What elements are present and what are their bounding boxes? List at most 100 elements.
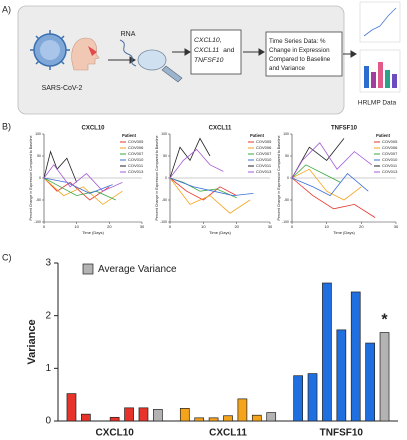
x-axis-label: Time (Days) <box>333 230 355 235</box>
bar <box>81 413 91 422</box>
legend-label: COV006 <box>256 145 272 150</box>
bar <box>365 342 375 422</box>
series-line <box>169 177 254 197</box>
legend-title: Patient <box>250 133 265 138</box>
y-tick-label: -50 <box>36 198 41 202</box>
bar <box>322 282 332 422</box>
x-tick-label: 10 <box>324 224 329 229</box>
y-tick-label: 0 <box>39 176 41 180</box>
series-line <box>291 164 341 183</box>
series-line <box>291 177 376 218</box>
y-tick-label: 0 <box>45 416 51 427</box>
average-bar <box>153 409 163 422</box>
bar <box>251 414 262 422</box>
rna-tube-icon <box>119 39 183 83</box>
y-tick-label: 3 <box>45 258 51 269</box>
series-line <box>169 177 251 214</box>
bar <box>336 329 347 422</box>
y-axis-label: Percent Change in Expression Compared to… <box>277 135 281 220</box>
time-series-box-text: Time Series Data: % Change in Expression… <box>269 38 332 72</box>
legend-label: Average Variance <box>98 264 177 275</box>
bar <box>208 417 219 422</box>
legend-label: COV010 <box>256 157 272 162</box>
time-series-box <box>265 31 343 77</box>
chart-title: TNFSF10 <box>331 126 358 132</box>
x-tick-label: 20 <box>107 224 112 229</box>
box-line: Time Series Data: % <box>269 38 326 45</box>
y-tick-label: 50 <box>37 154 41 158</box>
x-tick-label: 30 <box>394 224 399 229</box>
gene-box <box>190 29 242 75</box>
y-tick-label: -100 <box>160 220 167 224</box>
bar <box>223 415 233 422</box>
series-line <box>169 148 224 179</box>
bar <box>179 408 190 422</box>
legend-label: COV013 <box>128 169 144 174</box>
legend-label: COV005 <box>382 139 398 144</box>
bar <box>138 407 149 422</box>
x-tick-label: 20 <box>234 224 239 229</box>
box-line: Compared to Baseline <box>269 56 331 63</box>
patient-icon <box>71 37 100 71</box>
y-axis-label: Percent Change in Expression Compared to… <box>155 135 159 220</box>
y-tick-label: -50 <box>284 198 289 202</box>
legend-label: COV005 <box>128 139 144 144</box>
virus-icon <box>30 30 70 70</box>
gene-name: CXCL11 <box>194 47 219 54</box>
series-line <box>43 177 110 201</box>
gene-name: CXCL10, <box>194 37 222 44</box>
y-tick-label: 50 <box>163 154 167 158</box>
panel-label: C) <box>2 252 12 262</box>
legend-label: COV010 <box>382 157 398 162</box>
legend-label: COV011 <box>256 163 272 168</box>
x-tick-label: 30 <box>268 224 273 229</box>
series-line <box>169 177 237 199</box>
x-tick-label: CXCL11 <box>209 428 247 439</box>
arrow <box>243 48 265 56</box>
legend-label: COV013 <box>256 169 272 174</box>
panel-label: A) <box>2 4 11 14</box>
bar <box>124 407 134 422</box>
series-line <box>291 173 369 197</box>
output-label: HRLMP Data <box>358 100 397 107</box>
series-line <box>43 177 117 201</box>
y-tick-label: -100 <box>34 220 41 224</box>
gene-name: TNFSF10 <box>194 57 224 64</box>
y-tick-label: -100 <box>282 220 289 224</box>
bar <box>350 291 361 422</box>
bar <box>194 417 205 422</box>
legend-swatch <box>82 263 94 275</box>
x-tick-label: TNFSF10 <box>320 428 364 439</box>
y-tick-label: 1 <box>45 363 51 374</box>
series-line <box>169 137 211 179</box>
bar <box>307 373 318 422</box>
y-tick-label: 2 <box>45 310 51 321</box>
gene-box-text: CXCL10, CXCL11 and TNFSF10 <box>194 37 236 64</box>
legend-label: COV007 <box>128 151 144 156</box>
box-line: Change in Expression <box>269 47 330 54</box>
y-tick-label: 100 <box>35 132 41 136</box>
x-tick-label: 20 <box>359 224 364 229</box>
legend-label: COV007 <box>256 151 272 156</box>
chart-title: CXCL11 <box>209 126 232 132</box>
legend-label: COV011 <box>382 163 398 168</box>
legend-label: COV006 <box>382 145 398 150</box>
legend-label: COV006 <box>128 145 144 150</box>
series-line <box>43 164 123 192</box>
mini-line-chart-icon <box>359 1 401 43</box>
virus-label: SARS-CoV-2 <box>42 85 83 92</box>
legend-label: COV005 <box>256 139 272 144</box>
bar <box>237 398 248 422</box>
y-tick-label: 0 <box>165 176 167 180</box>
legend-label: COV013 <box>382 169 398 174</box>
panel-label: B) <box>2 121 11 131</box>
y-tick-label: 100 <box>283 132 289 136</box>
x-tick-label: CXCL10 <box>95 428 134 439</box>
mini-bar-chart-icon <box>359 49 401 93</box>
rna-label: RNA <box>121 31 136 38</box>
legend-label: COV007 <box>382 151 398 156</box>
y-axis-label: Variance <box>26 319 38 364</box>
average-bar <box>379 332 390 422</box>
average-bar <box>266 412 277 422</box>
